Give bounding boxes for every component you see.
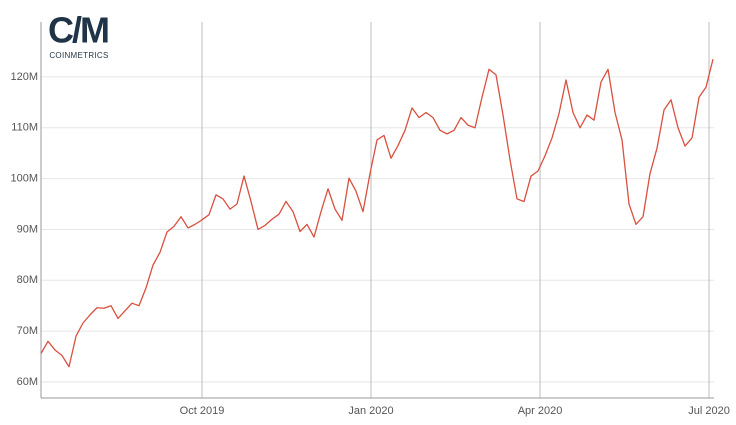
- x-tick-label: Apr 2020: [518, 405, 563, 417]
- x-tick-label: Oct 2019: [180, 405, 225, 417]
- logo-wordmark: COINMETRICS: [49, 51, 108, 60]
- y-tick-label: 110M: [11, 122, 38, 134]
- y-tick-label: 80M: [17, 274, 38, 286]
- logo-mark: C/M: [48, 10, 108, 51]
- marks: [40, 58, 714, 368]
- y-tick-label: 90M: [17, 223, 38, 235]
- grid: [40, 22, 714, 399]
- y-tick-label: 70M: [17, 325, 38, 337]
- data-line: [40, 58, 714, 368]
- x-tick-label: Jan 2020: [348, 405, 393, 417]
- y-tick-label: 60M: [17, 376, 38, 388]
- x-tick-label: Jul 2020: [688, 405, 730, 417]
- y-tick-label: 120M: [10, 71, 38, 83]
- y-tick-label: 100M: [10, 173, 38, 185]
